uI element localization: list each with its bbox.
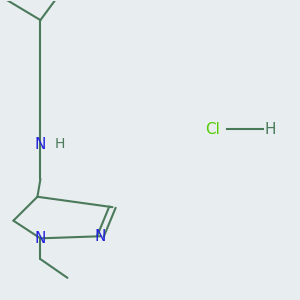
Text: N: N <box>35 231 46 246</box>
Text: H: H <box>54 137 65 151</box>
Text: N: N <box>35 137 46 152</box>
Text: Cl: Cl <box>206 122 220 137</box>
Text: H: H <box>264 122 276 137</box>
Text: N: N <box>95 229 106 244</box>
